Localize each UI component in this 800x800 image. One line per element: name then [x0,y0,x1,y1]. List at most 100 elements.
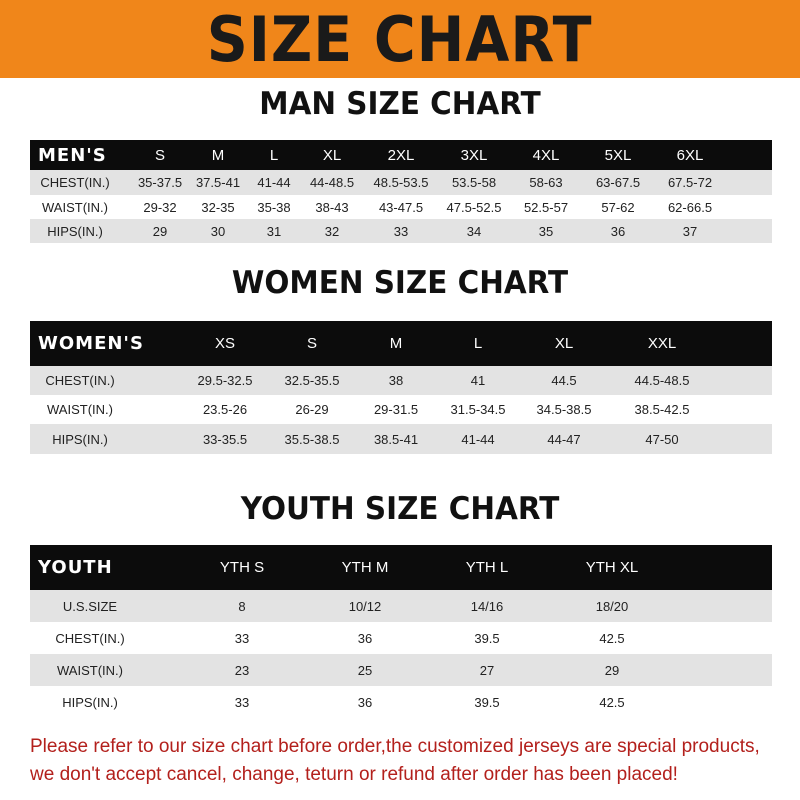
table-cell: 34.5-38.5 [536,402,592,417]
table-cell: 44.5 [551,373,577,388]
table-cell: 25 [357,662,373,678]
men-section-title: MAN SIZE CHART [259,86,541,122]
row-label: HIPS(IN.) [52,431,108,447]
row-label: WAIST(IN.) [57,662,123,678]
row-label: CHEST(IN.) [55,630,125,646]
table-cell: 43-47.5 [378,199,424,215]
size-header: YTH L [465,559,509,576]
size-header: L [269,146,279,164]
table-label: WOMEN'S [38,333,144,354]
table-cell: 63-67.5 [595,175,641,190]
table-cell: 38-43 [315,199,349,215]
table-cell: 39.5 [474,694,500,710]
table-cell: 8 [238,598,246,614]
size-header: YTH M [341,559,389,576]
table-cell: 41-44 [257,175,291,190]
table-cell: 31 [266,223,282,239]
page-title: SIZE CHART [207,2,593,76]
table-label: YOUTH [38,557,113,578]
table-row: WAIST(IN.) 23 25 27 29 [30,654,772,686]
table-cell: 33 [234,694,250,710]
row-label: U.S.SIZE [62,598,118,614]
table-cell: 38 [388,373,404,388]
size-header: XXL [647,335,677,352]
size-header: S [154,146,166,164]
size-header: 5XL [604,146,632,164]
size-header: M [211,146,225,164]
size-header: 4XL [532,146,560,164]
table-cell: 57-62 [601,199,635,215]
table-cell: 29.5-32.5 [197,373,253,388]
table-cell: 41 [470,373,486,388]
table-cell: 44.5-48.5 [634,373,690,388]
table-cell: 35 [538,223,554,239]
table-cell: 44-48.5 [309,175,355,190]
table-cell: 47.5-52.5 [446,199,502,215]
header-row: WOMEN'S XS S M L XL XXL [30,321,772,366]
notice-line-2: we don't accept cancel, change, teturn o… [30,764,678,785]
table-cell: 41-44 [461,431,495,447]
size-header: YTH S [219,559,265,576]
table-cell: 47-50 [645,431,679,447]
table-cell: 42.5 [599,630,625,646]
size-header: XS [214,335,236,352]
table-cell: 29 [604,662,620,678]
size-header: 2XL [387,146,415,164]
size-header: M [389,335,403,352]
table-cell: 67.5-72 [667,175,713,190]
size-header: XL [322,146,342,164]
table-cell: 32-35 [201,199,235,215]
youth-section-title: YOUTH SIZE CHART [240,491,560,527]
table-cell: 52.5-57 [523,199,569,215]
row-label: HIPS(IN.) [47,223,103,239]
table-row: U.S.SIZE 8 10/12 14/16 18/20 [30,590,772,622]
table-cell: 23 [234,662,250,678]
table-cell: 30 [210,223,226,239]
table-row: CHEST(IN.) 35-37.5 37.5-41 41-44 44-48.5 48.5… [30,170,772,195]
table-cell: 33 [393,223,409,239]
table-cell: 34 [466,223,482,239]
table-cell: 53.5-58 [451,175,497,190]
table-cell: 27 [479,662,495,678]
table-row: HIPS(IN.) 33-35.5 35.5-38.5 38.5-41 41-44 44-… [30,424,772,454]
table-cell: 36 [610,223,626,239]
table-cell: 14/16 [470,598,504,614]
table-row: CHEST(IN.) 29.5-32.5 32.5-35.5 38 41 44.5 44.5… [30,366,772,395]
table-row: HIPS(IN.) 29 30 31 32 33 34 35 36 37 [30,219,772,243]
title-banner: SIZE CHART [0,0,800,78]
row-label: CHEST(IN.) [40,175,110,190]
table-cell: 37.5-41 [195,175,241,190]
table-label: MEN'S [38,144,107,166]
table-row: HIPS(IN.) 33 36 39.5 42.5 [30,686,772,718]
table-cell: 58-63 [529,175,563,190]
table-cell: 37 [682,223,698,239]
size-header: L [473,335,483,352]
row-label: WAIST(IN.) [42,199,108,215]
table-cell: 44-47 [547,431,581,447]
table-cell: 29-31.5 [373,402,419,417]
table-cell: 38.5-42.5 [634,402,690,417]
order-notice: Please refer to our size chart before or… [30,733,790,789]
table-cell: 35-38 [257,199,291,215]
row-label: HIPS(IN.) [62,694,118,710]
row-label: WAIST(IN.) [47,402,113,417]
table-cell: 10/12 [348,598,382,614]
table-cell: 38.5-41 [373,431,419,447]
table-cell: 33 [234,630,250,646]
table-cell: 32 [324,223,340,239]
table-cell: 62-66.5 [667,199,713,215]
header-row: YOUTH YTH S YTH M YTH L YTH XL [30,545,772,590]
table-cell: 32.5-35.5 [284,373,340,388]
size-header: 3XL [460,146,488,164]
size-header: XL [554,335,574,352]
table-cell: 33-35.5 [202,431,248,447]
table-cell: 48.5-53.5 [373,175,429,190]
table-cell: 18/20 [595,598,629,614]
header-row: MEN'S S M L XL 2XL 3XL 4XL 5XL 6XL [30,140,772,170]
row-label: CHEST(IN.) [45,373,115,388]
table-cell: 42.5 [599,694,625,710]
table-row: WAIST(IN.) 23.5-26 26-29 29-31.5 31.5-34.5 34… [30,395,772,424]
size-header: YTH XL [585,559,639,576]
notice-line-1: Please refer to our size chart before or… [30,736,760,757]
table-row: WAIST(IN.) 29-32 32-35 35-38 38-43 43-47.5 47.… [30,195,772,219]
